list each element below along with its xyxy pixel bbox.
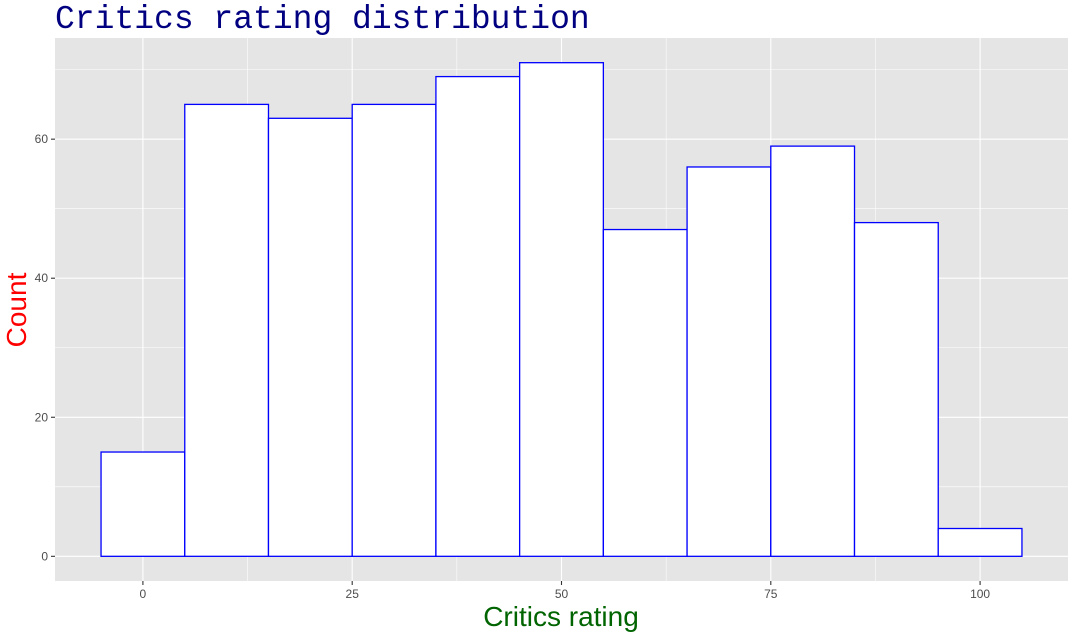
x-axis-title: Critics rating [483,601,639,632]
histogram-bar [770,145,856,557]
y-axis-title: Count [1,272,32,347]
histogram-bar [267,117,353,557]
x-tick-label: 100 [970,587,990,601]
x-tick-label: 0 [140,587,147,601]
x-tick-label: 25 [346,587,360,601]
histogram-bar [435,75,521,557]
histogram-bar [100,451,186,557]
chart-title: Critics rating distribution [55,1,590,38]
histogram-bar [686,166,772,557]
x-tick-label: 50 [555,587,569,601]
y-tick-label: 0 [41,549,48,563]
x-tick-label: 75 [764,587,778,601]
x-axis: 0 25 50 75 100 [140,581,990,601]
histogram-bar [602,228,688,557]
y-axis: 0 20 40 60 [35,132,55,563]
histogram-bar [518,62,605,557]
y-tick-label: 40 [35,271,49,285]
histogram-bar [184,103,270,557]
histogram-bars [100,62,1023,557]
y-tick-label: 60 [35,132,49,146]
histogram-bar [853,221,939,557]
histogram-bar [937,527,1023,557]
y-tick-label: 20 [35,410,49,424]
histogram-bar [351,103,437,557]
